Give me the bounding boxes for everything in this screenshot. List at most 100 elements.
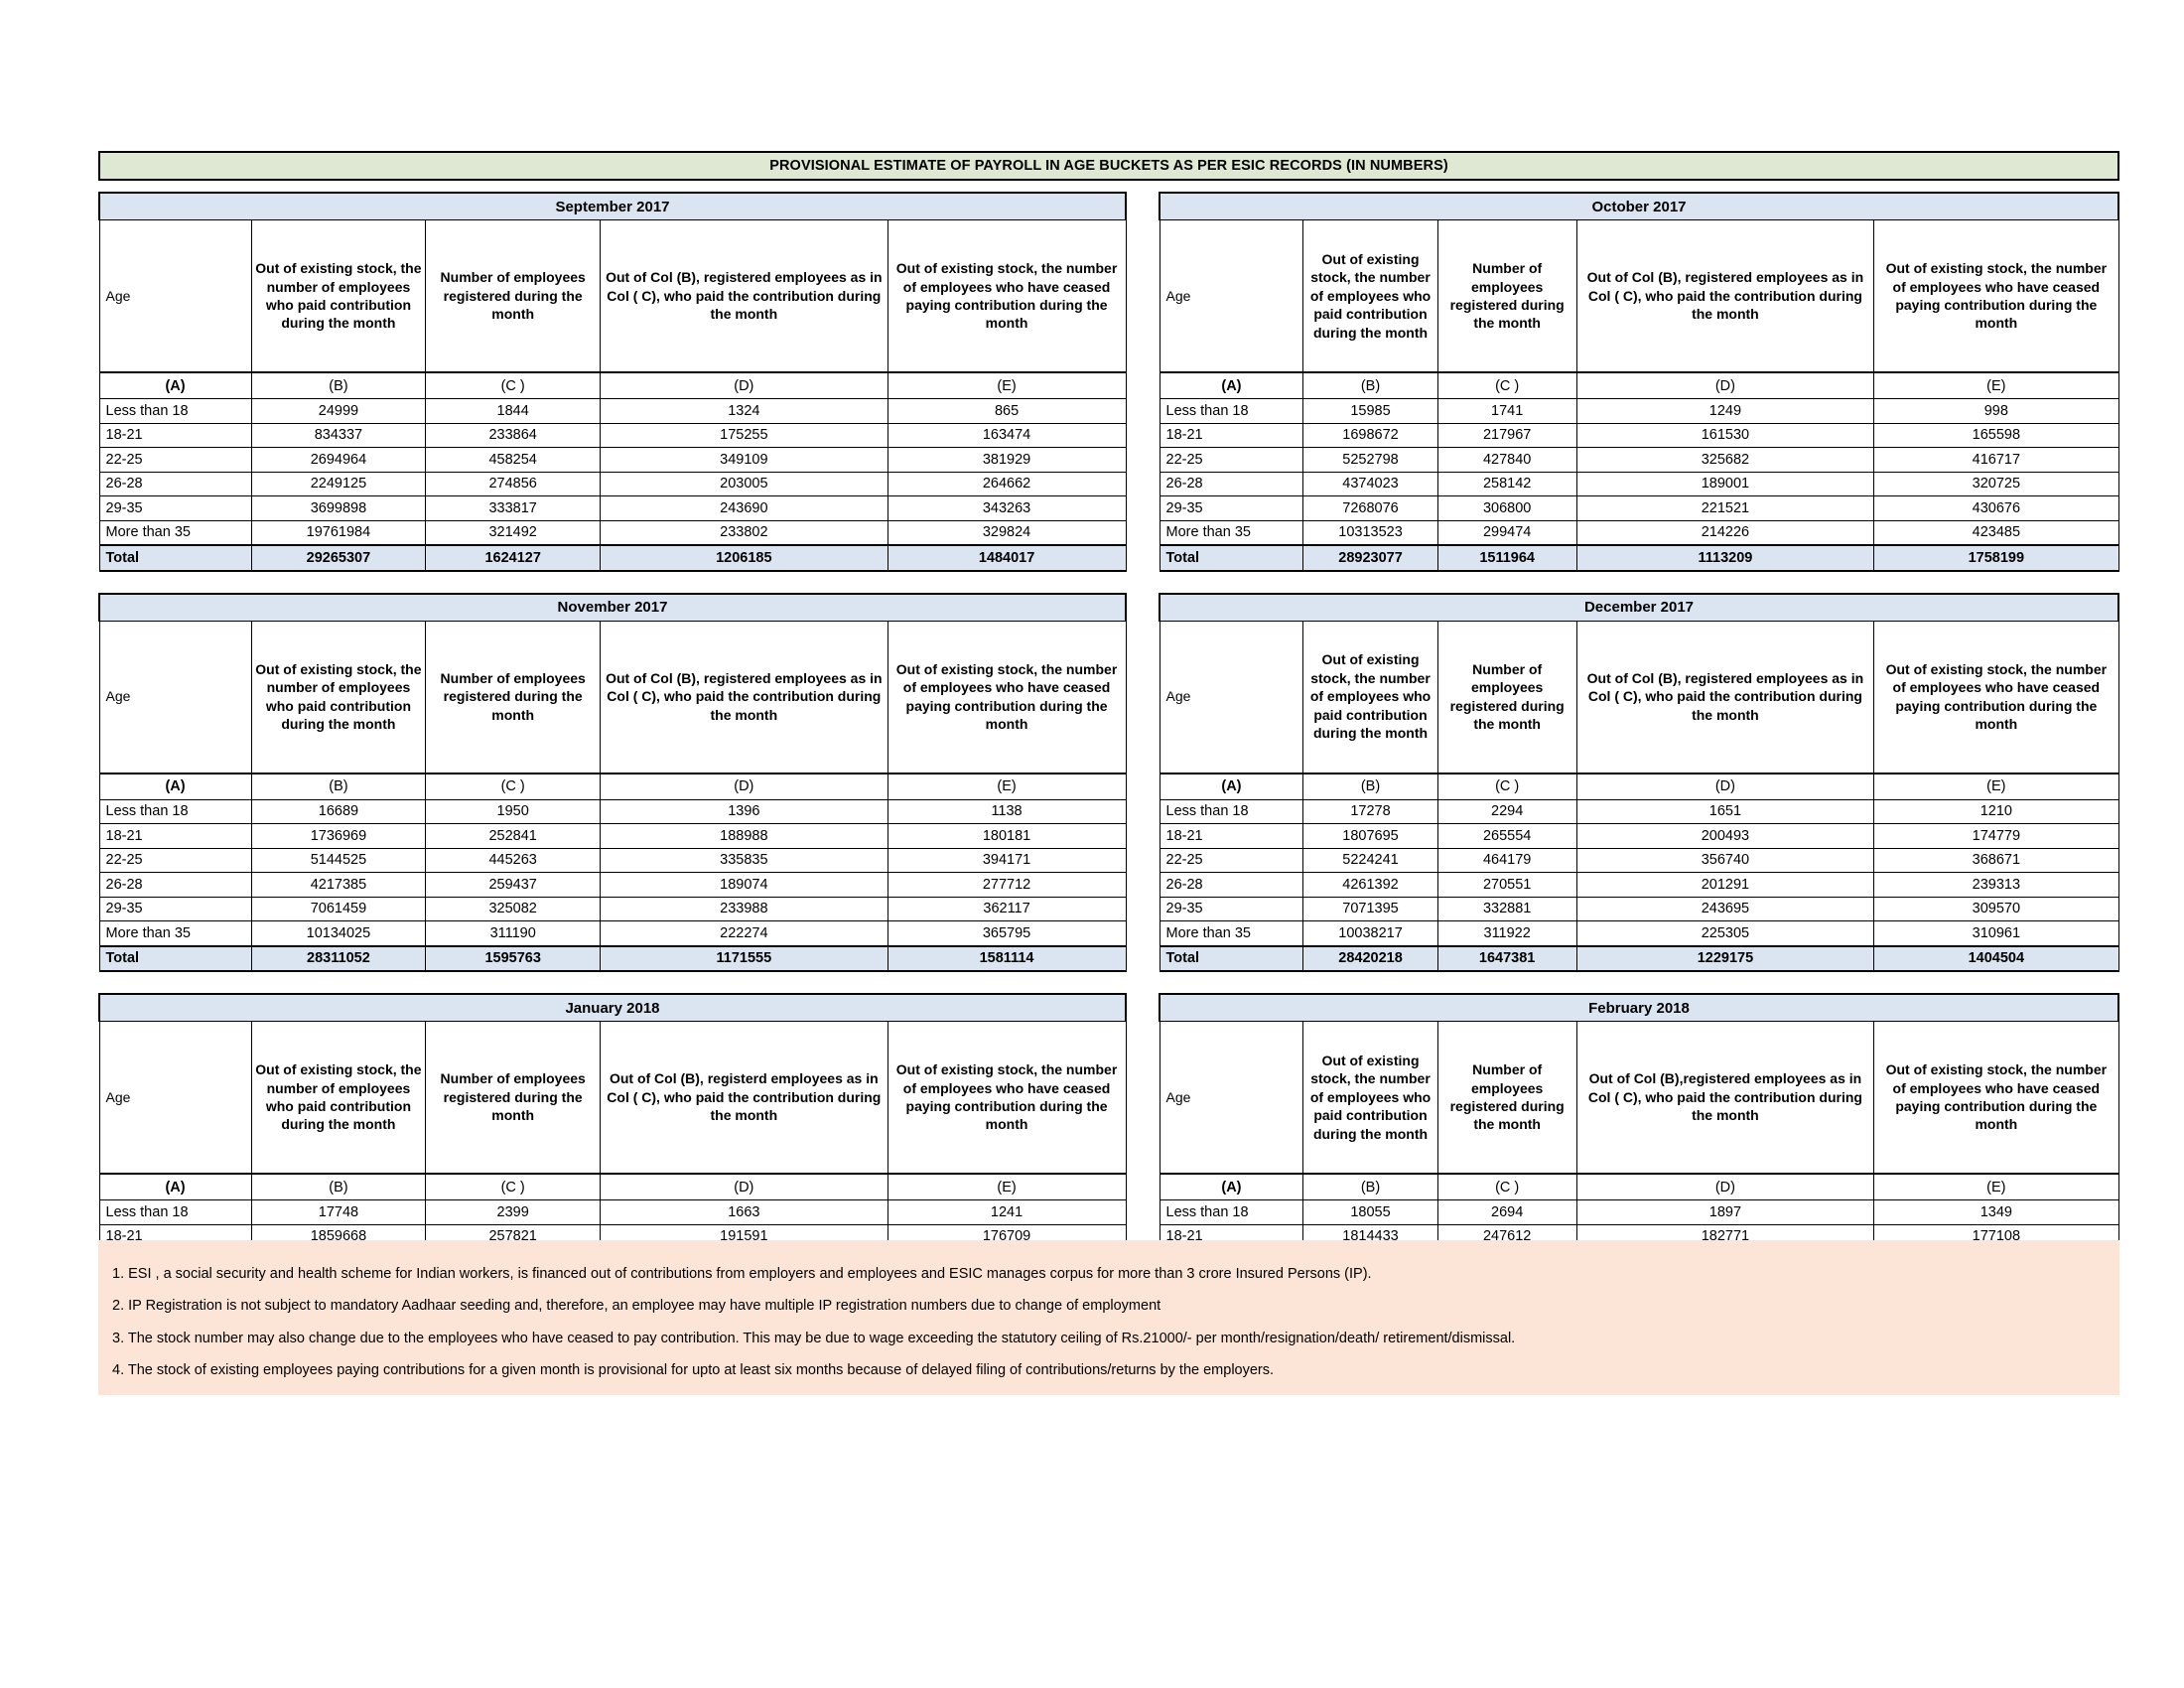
total-value-e: 1484017 [887,544,1127,572]
col-header-d: Out of Col (B), registered employees as … [1575,620,1875,774]
col-header-d: Out of Col (B), registered employees as … [1575,219,1875,373]
col-header-age: Age [1159,219,1304,373]
cell-value-b: 18055 [1302,1199,1438,1225]
cell-value-b: 7071395 [1302,896,1438,921]
cell-value-d: 175255 [600,422,888,448]
cell-value-e: 329824 [887,519,1127,546]
total-value-b: 28923077 [1302,544,1438,572]
cell-value-c: 1741 [1436,398,1577,424]
cell-value-b: 7061459 [250,896,427,921]
total-value-d: 1229175 [1575,944,1875,972]
cell-age-bucket: 22-25 [1159,847,1304,873]
cell-value-c: 332881 [1436,896,1577,921]
col-header-age: Age [98,219,252,373]
cell-value-d: 214226 [1575,519,1875,546]
cell-age-bucket: 22-25 [1159,447,1304,473]
table-row: 18-21 1698672 217967 161530 165598 [1159,422,2119,448]
cell-value-b: 1807695 [1302,823,1438,849]
footnote-4: 4. The stock of existing employees payin… [112,1362,1275,1379]
cell-value-d: 1897 [1575,1199,1875,1225]
cell-value-b: 17278 [1302,798,1438,824]
col-header-age: Age [1159,620,1304,774]
col-header-e: Out of existing stock, the number of emp… [1873,219,2119,373]
col-header-b: Out of existing stock, the number of emp… [250,1021,427,1175]
cell-value-c: 333817 [425,495,602,521]
cell-value-d: 222274 [600,920,888,946]
col-header-b: Out of existing stock, the number of emp… [1302,219,1438,373]
cell-value-c: 259437 [425,872,602,898]
column-letter-d: (D) [1575,371,1875,399]
table-row: Less than 18 17748 2399 1663 1241 [98,1199,1127,1225]
cell-value-d: 1249 [1575,398,1875,424]
column-letter-c: (C ) [1436,1173,1577,1200]
cell-value-b: 17748 [250,1199,427,1225]
table-row: 22-25 5252798 427840 325682 416717 [1159,447,2119,473]
cell-value-e: 163474 [887,422,1127,448]
column-letter-e: (E) [1873,772,2119,800]
month-caption-december-2017: December 2017 [1159,592,2119,622]
cell-value-b: 3699898 [250,495,427,521]
cell-value-d: 243695 [1575,896,1875,921]
cell-age-bucket: 26-28 [98,872,252,898]
col-header-e: Out of existing stock, the number of emp… [1873,1021,2119,1175]
header-row: Age Out of existing stock, the number of … [1159,620,2119,774]
cell-value-d: 161530 [1575,422,1875,448]
col-header-c: Number of employees registered during th… [1436,219,1577,373]
cell-age-bucket: Less than 18 [1159,398,1304,424]
column-letter-a: (A) [1159,772,1304,800]
table-row: 18-21 834337 233864 175255 163474 [98,422,1127,448]
cell-age-bucket: 22-25 [98,447,252,473]
total-label: Total [1159,544,1304,572]
cell-age-bucket: 18-21 [98,422,252,448]
cell-value-c: 265554 [1436,823,1577,849]
cell-value-e: 165598 [1873,422,2119,448]
cell-age-bucket: Less than 18 [98,1199,252,1225]
cell-value-c: 311922 [1436,920,1577,946]
column-letter-a: (A) [98,371,252,399]
cell-value-b: 7268076 [1302,495,1438,521]
cell-age-bucket: 26-28 [98,471,252,496]
cell-value-c: 321492 [425,519,602,546]
cell-value-d: 200493 [1575,823,1875,849]
cell-age-bucket: 29-35 [98,495,252,521]
table-october-2017: October 2017 Age Out of existing stock, th… [1159,192,2119,572]
cell-value-b: 19761984 [250,519,427,546]
cell-age-bucket: 22-25 [98,847,252,873]
column-letter-b: (B) [1302,371,1438,399]
cell-value-e: 239313 [1873,872,2119,898]
column-letter-e: (E) [887,1173,1127,1200]
table-row: 22-25 5224241 464179 356740 368671 [1159,847,2119,873]
column-letter-e: (E) [1873,371,2119,399]
table-september-2017: September 2017 Age Out of existing stock, … [98,192,1127,572]
month-table-november-2017: November 2017 Age Out of existing stock, t… [98,592,1127,973]
col-header-age: Age [1159,1021,1304,1175]
cell-value-b: 5144525 [250,847,427,873]
col-header-age: Age [98,1021,252,1175]
cell-value-c: 2294 [1436,798,1577,824]
month-caption-september-2017: September 2017 [98,192,1127,220]
cell-age-bucket: Less than 18 [98,398,252,424]
cell-value-d: 335835 [600,847,888,873]
col-header-c: Number of employees registered during th… [1436,1021,1577,1175]
cell-value-c: 2399 [425,1199,602,1225]
table-row: 26-28 2249125 274856 203005 264662 [98,471,1127,496]
col-header-e: Out of existing stock, the number of emp… [887,219,1127,373]
cell-value-c: 274856 [425,471,602,496]
table-row: 18-21 1736969 252841 188988 180181 [98,823,1127,849]
cell-value-e: 1349 [1873,1199,2119,1225]
column-letter-b: (B) [250,772,427,800]
cell-age-bucket: Less than 18 [1159,1199,1304,1225]
header-row: Age Out of existing stock, the number of … [1159,1021,2119,1175]
cell-value-b: 15985 [1302,398,1438,424]
column-letter-a: (A) [98,772,252,800]
col-header-e: Out of existing stock, the number of emp… [1873,620,2119,774]
cell-value-e: 1210 [1873,798,2119,824]
cell-value-b: 834337 [250,422,427,448]
cell-value-c: 325082 [425,896,602,921]
total-value-b: 28311052 [250,944,427,972]
total-value-e: 1581114 [887,944,1127,972]
month-caption-november-2017: November 2017 [98,592,1127,622]
cell-age-bucket: 29-35 [98,896,252,921]
table-row: 26-28 4374023 258142 189001 320725 [1159,471,2119,496]
